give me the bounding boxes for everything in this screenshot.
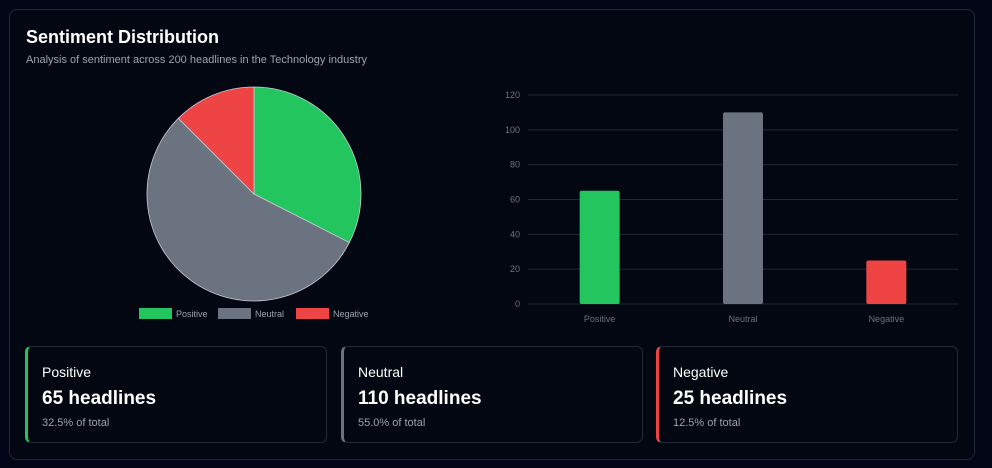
bar-negative [866, 260, 907, 304]
x-tick-label: Neutral [728, 314, 757, 324]
y-tick-label: 120 [505, 90, 520, 100]
legend-swatch-positive [139, 308, 172, 319]
legend-label-positive: Positive [176, 309, 208, 319]
stat-card-positive: Positive 65 headlines 32.5% of total [25, 346, 327, 443]
y-tick-label: 100 [505, 125, 520, 135]
page-subtitle: Analysis of sentiment across 200 headlin… [26, 54, 367, 66]
legend-label-negative: Negative [333, 309, 369, 319]
legend-swatch-negative [296, 308, 329, 319]
stat-percent: 32.5% of total [42, 417, 110, 429]
stat-percent: 12.5% of total [673, 417, 741, 429]
bar-neutral [723, 112, 763, 305]
y-tick-label: 60 [510, 195, 520, 205]
y-tick-label: 80 [510, 160, 520, 170]
stat-label: Positive [42, 364, 92, 380]
x-tick-label: Negative [869, 314, 905, 324]
y-tick-label: 40 [510, 229, 520, 239]
stat-card-negative: Negative 25 headlines 12.5% of total [656, 346, 958, 443]
stat-count: 25 headlines [673, 388, 788, 409]
page-title: Sentiment Distribution [26, 27, 219, 47]
x-tick-label: Positive [584, 314, 616, 324]
bar-positive [579, 190, 620, 304]
stat-card-neutral: Neutral 110 headlines 55.0% of total [341, 346, 643, 443]
stat-label: Neutral [358, 364, 404, 380]
y-tick-label: 20 [510, 264, 520, 274]
y-tick-label: 0 [515, 299, 520, 309]
pie-slice-negative [177, 86, 255, 195]
stat-count: 110 headlines [358, 388, 482, 409]
stat-percent: 55.0% of total [358, 417, 426, 429]
pie-slice-neutral [146, 117, 350, 302]
stat-count: 65 headlines [42, 388, 157, 409]
stat-label: Negative [673, 364, 729, 380]
pie-slice-positive [253, 86, 362, 244]
legend-swatch-neutral [218, 308, 251, 319]
legend-label-neutral: Neutral [255, 309, 284, 319]
